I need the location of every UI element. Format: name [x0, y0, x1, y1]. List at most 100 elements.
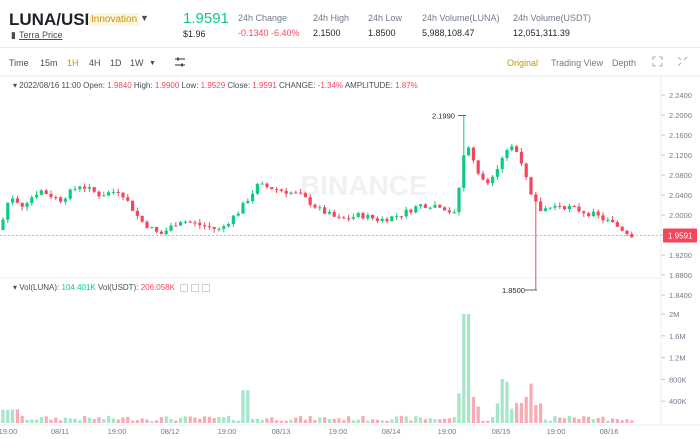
candle-body: [231, 215, 235, 225]
gear-icon[interactable]: [191, 283, 200, 292]
view-original[interactable]: Original: [507, 58, 539, 68]
volume-bar: [207, 416, 211, 423]
volume-bar: [183, 416, 187, 423]
candle-body: [155, 227, 159, 232]
volume-bar: [534, 405, 538, 423]
volume-bar: [567, 416, 571, 423]
view-depth[interactable]: Depth: [612, 58, 637, 68]
candle-body: [419, 204, 423, 207]
volume-bar: [231, 419, 235, 423]
price-tick-label: 2.1600: [669, 131, 692, 140]
volume-bar: [68, 418, 72, 423]
candle-body: [457, 187, 461, 213]
volume-bar: [83, 416, 87, 423]
last-price-usd: $1.96: [183, 29, 206, 39]
volume-bar: [606, 420, 610, 423]
volume-bar: [188, 416, 192, 423]
current-price-label: 1.9591: [668, 231, 693, 240]
collapse-icon[interactable]: [677, 56, 688, 69]
candle-body: [582, 211, 586, 214]
candle-body: [135, 210, 139, 216]
volume-bar: [59, 420, 63, 423]
chevron-down-icon[interactable]: ▼: [140, 13, 149, 23]
volume-bar: [107, 415, 111, 423]
chevron-down-icon[interactable]: ▼: [149, 60, 156, 67]
candle-body: [275, 189, 279, 191]
volume-bar: [395, 416, 399, 423]
volume-bar: [251, 418, 255, 423]
candle-body: [438, 204, 442, 208]
price-tick-label: 1.8800: [669, 271, 692, 280]
interval-15m[interactable]: 15m: [40, 58, 58, 68]
candle-body: [601, 215, 605, 221]
volume-bar: [433, 419, 437, 423]
candle-body: [121, 192, 125, 198]
price-tick-label: 1.9200: [669, 251, 692, 260]
volume-bar: [20, 416, 24, 423]
interval-1d[interactable]: 1D: [110, 58, 122, 68]
candle-body: [543, 208, 547, 212]
candle-body: [481, 173, 485, 180]
volume-bar: [390, 419, 394, 423]
candle-body: [140, 215, 144, 222]
time-tick-label: 19:00: [329, 427, 348, 436]
candle-body: [587, 213, 591, 217]
candle-body: [510, 146, 514, 151]
volume-tick-label: 1.6M: [669, 332, 686, 341]
volume-bar: [428, 418, 432, 423]
interval-1w[interactable]: 1W: [130, 58, 144, 68]
candle-body: [572, 206, 576, 208]
time-tick-label: 08/12: [161, 427, 180, 436]
pair-name[interactable]: LUNA/USDT: [9, 10, 108, 29]
high-marker-label: 2.1990: [432, 112, 455, 121]
candle-body: [251, 193, 255, 202]
candle-body: [308, 197, 312, 205]
collapse-triangle-icon[interactable]: ▾: [13, 283, 18, 292]
volume-bar: [323, 417, 327, 423]
volume-bar: [241, 390, 245, 423]
stat-24h-change: 24h Change -0.1340 -6.40%: [238, 13, 300, 38]
interval-1h[interactable]: 1H: [67, 58, 79, 68]
candle-body: [476, 160, 480, 174]
candle-body: [375, 218, 379, 221]
candle-body: [313, 204, 317, 208]
candle-body: [433, 204, 437, 208]
candle-body: [145, 221, 149, 228]
volume-bar: [284, 420, 288, 423]
candle-body: [78, 186, 82, 190]
candle-body: [539, 201, 543, 212]
volume-bar: [615, 419, 619, 423]
volume-bar: [443, 418, 447, 423]
volume-bar: [481, 420, 485, 423]
interval-4h[interactable]: 4H: [89, 58, 101, 68]
volume-bar: [198, 418, 202, 423]
volume-bar: [270, 417, 274, 423]
volume-bar: [92, 419, 96, 423]
candle-body: [596, 211, 600, 216]
collapse-triangle-icon[interactable]: ▾: [13, 81, 18, 90]
candle-body: [222, 226, 226, 229]
candle-body: [92, 187, 96, 192]
terra-price-link[interactable]: ▮ Terra Price: [11, 30, 63, 40]
volume-bar: [462, 314, 466, 423]
candle-body: [265, 183, 269, 188]
view-trading-view[interactable]: Trading View: [551, 58, 604, 68]
close-icon[interactable]: [202, 283, 211, 292]
eye-icon[interactable]: [180, 283, 189, 292]
candle-body: [447, 210, 451, 213]
candle-body: [212, 227, 216, 229]
volume-bar: [327, 419, 331, 423]
volume-bar: [87, 417, 91, 423]
volume-bar: [275, 420, 279, 423]
settings-sliders-icon[interactable]: [174, 56, 186, 70]
volume-bar: [313, 420, 317, 423]
fullscreen-icon[interactable]: [652, 56, 663, 69]
volume-bar: [332, 418, 336, 423]
volume-bar: [558, 417, 562, 423]
volume-bar: [596, 418, 600, 423]
candle-body: [399, 216, 403, 218]
volume-bar: [572, 417, 576, 423]
interval-time[interactable]: Time: [9, 58, 29, 68]
price-tick-label: 2.2000: [669, 111, 692, 120]
